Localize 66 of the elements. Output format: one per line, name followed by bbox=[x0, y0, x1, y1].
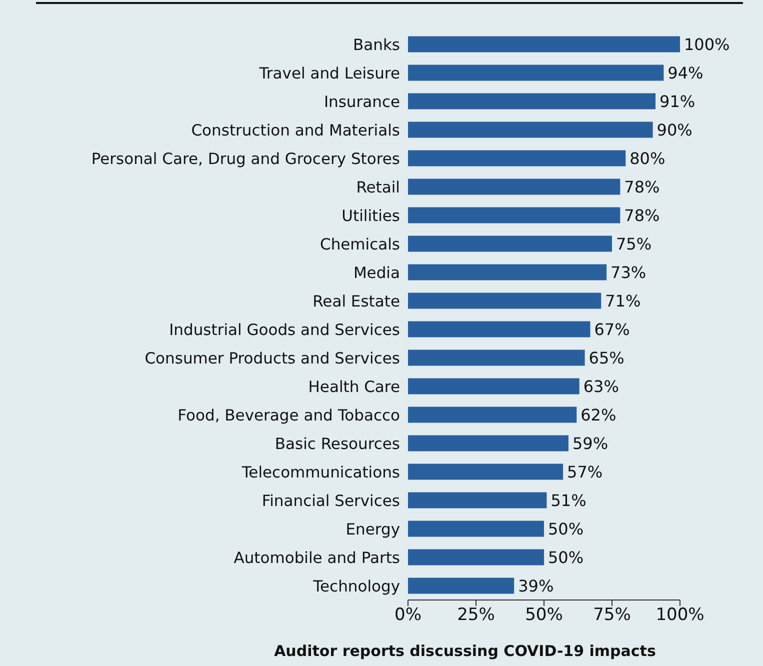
data-label: 100% bbox=[684, 34, 730, 54]
bar bbox=[408, 64, 664, 81]
bar bbox=[408, 492, 547, 508]
data-label: 80% bbox=[630, 148, 666, 168]
y-tick-label: Media bbox=[353, 264, 400, 282]
bar bbox=[408, 178, 620, 195]
bar bbox=[408, 406, 577, 423]
y-tick-label: Travel and Leisure bbox=[258, 64, 400, 82]
y-tick-label: Basic Resources bbox=[274, 434, 400, 453]
y-tick-label: Utilities bbox=[342, 206, 400, 225]
bar bbox=[408, 93, 656, 110]
data-label: 78% bbox=[624, 206, 660, 225]
y-tick-label: Insurance bbox=[324, 92, 400, 111]
data-label: 75% bbox=[616, 234, 652, 254]
data-label: 90% bbox=[656, 120, 692, 140]
bar bbox=[408, 464, 564, 480]
data-label: 59% bbox=[572, 434, 608, 453]
data-label: 65% bbox=[588, 348, 624, 368]
data-label: 57% bbox=[567, 462, 603, 482]
y-tick-label: Retail bbox=[356, 178, 400, 196]
x-axis-title: Auditor reports discussing COVID-19 impacts bbox=[273, 642, 657, 660]
bar bbox=[408, 378, 580, 394]
data-label: 63% bbox=[583, 376, 619, 396]
data-label: 94% bbox=[668, 63, 704, 82]
x-tick-label: 0% bbox=[394, 605, 422, 626]
x-tick-label: 100% bbox=[656, 605, 704, 626]
y-tick-label: Chemicals bbox=[320, 235, 400, 254]
bar bbox=[408, 350, 585, 366]
data-label: 50% bbox=[548, 548, 584, 567]
x-tick-label: 75% bbox=[593, 605, 631, 626]
bar bbox=[408, 236, 612, 252]
bar bbox=[408, 321, 590, 338]
y-tick-label: Health Care bbox=[308, 378, 400, 396]
bar bbox=[408, 122, 653, 138]
y-tick-label: Consumer Products and Services bbox=[144, 349, 400, 368]
x-tick-label: 50% bbox=[525, 605, 563, 626]
y-tick-label: Banks bbox=[352, 36, 400, 54]
x-tick-label: 25% bbox=[457, 605, 495, 626]
data-label: 62% bbox=[580, 405, 616, 424]
data-label: 73% bbox=[610, 262, 646, 282]
bar bbox=[408, 150, 626, 166]
y-tick-label: Automobile and Parts bbox=[234, 548, 400, 567]
data-label: 50% bbox=[548, 519, 584, 538]
bar bbox=[408, 292, 602, 309]
data-label: 67% bbox=[594, 320, 630, 339]
data-label: 91% bbox=[660, 92, 696, 111]
y-tick-label: Energy bbox=[346, 520, 400, 538]
data-label: 71% bbox=[605, 291, 641, 310]
bar bbox=[408, 520, 544, 537]
bar bbox=[408, 36, 680, 52]
y-tick-label: Construction and Materials bbox=[191, 121, 400, 140]
y-tick-label: Food, Beverage and Tobacco bbox=[178, 406, 400, 424]
y-tick-label: Real Estate bbox=[312, 292, 400, 310]
y-tick-label: Financial Services bbox=[262, 492, 400, 510]
bar bbox=[408, 549, 544, 566]
data-label: 39% bbox=[518, 576, 554, 596]
y-tick-label: Industrial Goods and Services bbox=[169, 320, 400, 339]
y-tick-label: Telecommunications bbox=[240, 463, 400, 482]
data-label: 51% bbox=[550, 490, 586, 510]
bar bbox=[408, 435, 568, 452]
bar bbox=[408, 207, 620, 224]
y-tick-label: Personal Care, Drug and Grocery Stores bbox=[91, 150, 400, 168]
bar bbox=[408, 264, 607, 280]
bar bbox=[408, 578, 514, 594]
data-label: 78% bbox=[624, 177, 660, 196]
y-tick-label: Technology bbox=[312, 577, 400, 596]
